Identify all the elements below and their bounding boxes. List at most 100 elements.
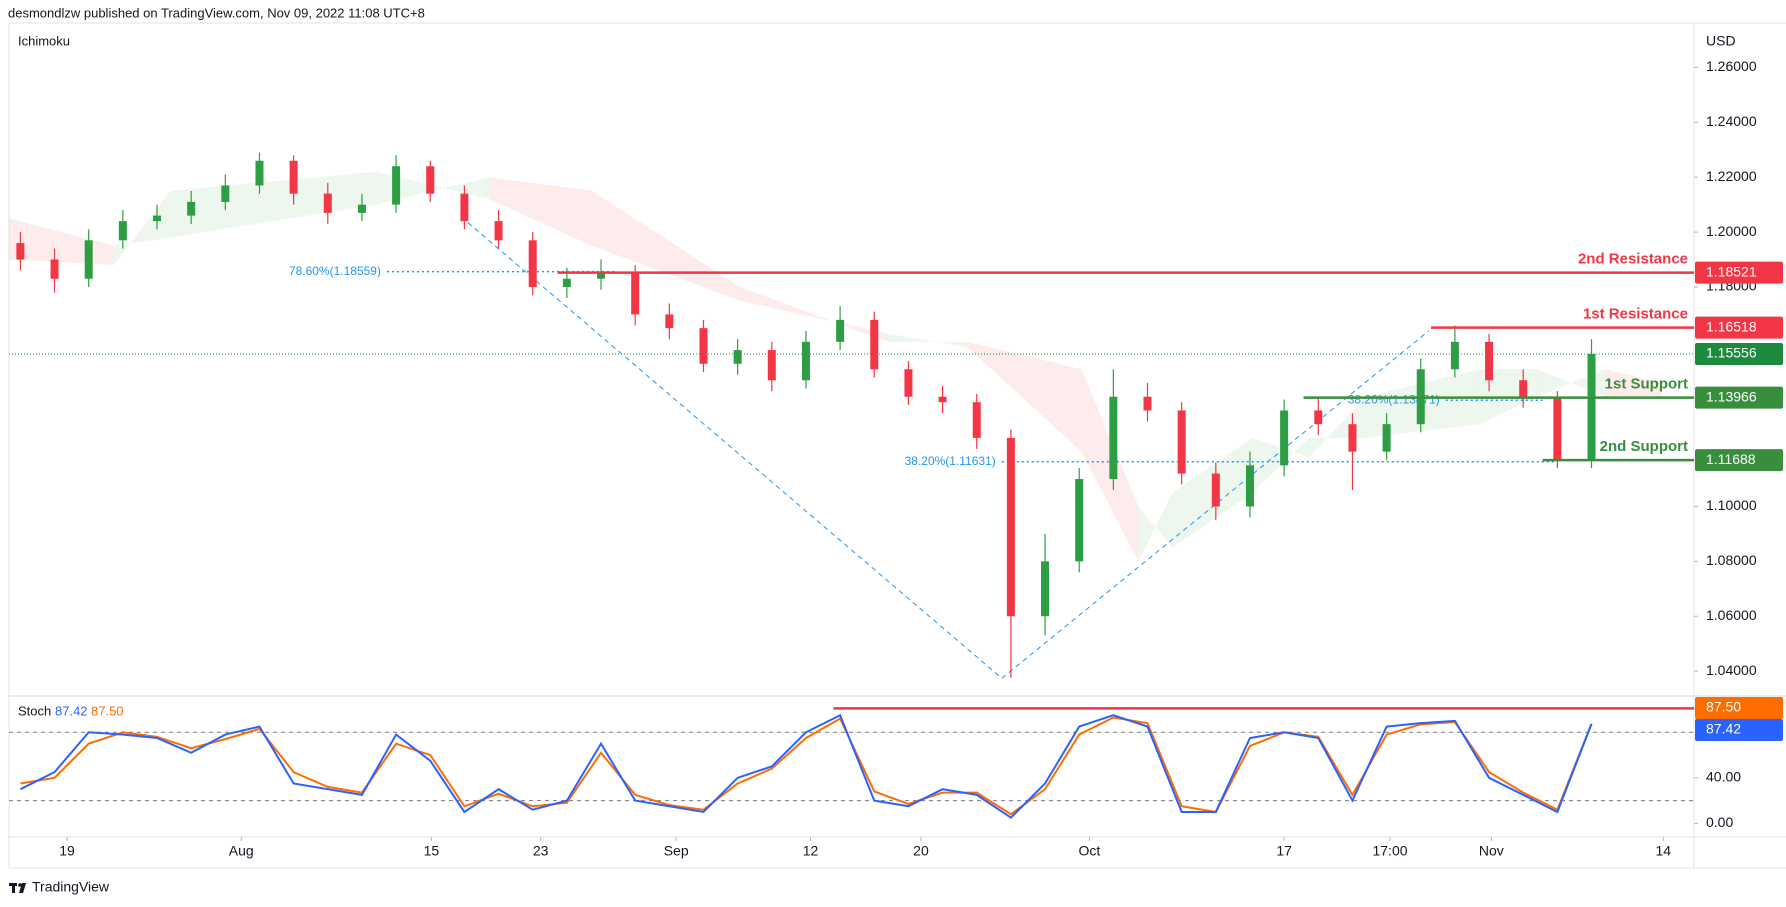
candle-body: [1041, 561, 1050, 617]
candle-body: [528, 240, 537, 287]
stoch-d-value: 87.50: [91, 703, 124, 718]
level-name: 1st Support: [1605, 376, 1688, 393]
candle-body: [801, 341, 810, 381]
candle-body: [904, 369, 913, 397]
y-tick-label: 1.22000: [1706, 168, 1757, 184]
y-tick-label: 1.20000: [1706, 223, 1757, 239]
candle-body: [323, 193, 332, 213]
candle-body: [221, 185, 230, 202]
indicator-title: Ichimoku: [18, 33, 70, 48]
stoch-d-text: 87.50: [1706, 699, 1741, 715]
cloud-segment: [967, 341, 1082, 452]
stoch-k-text: 87.42: [1706, 721, 1741, 737]
candle-body: [1143, 396, 1152, 411]
candle-body: [16, 243, 25, 260]
y-tick-label: 40.00: [1706, 769, 1741, 785]
level-price-box: [1695, 261, 1783, 284]
x-tick-label: 12: [803, 843, 819, 859]
candle-body: [1211, 473, 1220, 507]
candle-body: [426, 166, 435, 194]
level-name: 2nd Support: [1600, 438, 1688, 455]
cloud-segment: [1138, 492, 1173, 562]
x-tick-label: 19: [59, 843, 75, 859]
candle-body: [1177, 410, 1186, 474]
candle-body: [1109, 396, 1118, 480]
candle-body: [84, 240, 93, 279]
cloud-segment: [887, 333, 968, 348]
last-price-text: 1.15556: [1706, 345, 1757, 361]
candle-body: [187, 201, 196, 216]
x-tick-label: Nov: [1479, 843, 1504, 859]
y-tick-label: 1.26000: [1706, 58, 1757, 74]
y-tick-label: 1.06000: [1706, 607, 1757, 623]
cloud-segment: [489, 177, 592, 246]
footer-brand: TradingView: [32, 879, 110, 895]
level-price-text: 1.13966: [1706, 388, 1757, 404]
candle-body: [836, 319, 845, 342]
x-tick-label: 17:00: [1372, 843, 1407, 859]
candle-body: [767, 350, 776, 381]
candle-body: [972, 402, 981, 438]
fib-label: 38.20%(1.11631): [905, 454, 996, 468]
candle-body: [699, 328, 708, 364]
candle-body: [118, 221, 127, 241]
level-price-box: [1695, 449, 1783, 472]
candle-body: [153, 215, 162, 222]
cloud-segment: [1309, 396, 1367, 458]
y-tick-label: 0.00: [1706, 814, 1733, 830]
candle-body: [1519, 380, 1528, 397]
candle-body: [562, 278, 571, 287]
level-price-text: 1.18521: [1706, 263, 1757, 279]
level-price-text: 1.16518: [1706, 318, 1757, 334]
candle-body: [1348, 424, 1357, 452]
level-price-text: 1.11688: [1706, 451, 1756, 467]
candle-body: [597, 273, 606, 279]
level-price-box: [1695, 316, 1783, 339]
stoch-title: Stoch: [18, 703, 51, 718]
candle-body: [631, 273, 640, 315]
candle-body: [665, 314, 674, 329]
level-name: 1st Resistance: [1583, 306, 1688, 323]
logo-part: [12, 883, 15, 893]
candle-body: [1450, 341, 1459, 370]
x-tick-label: 14: [1655, 843, 1671, 859]
y-tick-label: 1.08000: [1706, 552, 1757, 568]
candle-body: [1075, 479, 1084, 562]
candle-body: [1553, 396, 1562, 460]
candle-body: [1314, 410, 1323, 425]
level-price-box: [1695, 386, 1783, 409]
stoch-k-value: 87.42: [55, 703, 88, 718]
candle-body: [733, 350, 742, 364]
stoch-d-box: [1695, 697, 1783, 719]
x-tick-label: 15: [424, 843, 440, 859]
candle-body: [50, 259, 59, 279]
footer-logo: [9, 883, 26, 893]
stoch-k-box: [1695, 719, 1783, 741]
x-tick-label: 23: [533, 843, 549, 859]
fib-label: 38.20%(1.13871): [1348, 392, 1440, 406]
candle-body: [870, 319, 879, 370]
candle-body: [1006, 437, 1015, 617]
candle-body: [1485, 341, 1494, 381]
candle-body: [289, 160, 298, 194]
cloud-segment: [1536, 369, 1606, 397]
zigzag-line: [460, 216, 1430, 679]
x-tick-label: Aug: [229, 843, 254, 859]
candle-body: [1245, 465, 1254, 507]
cloud-segment: [1605, 369, 1663, 397]
y-tick-label: 1.10000: [1706, 497, 1757, 513]
x-tick-label: 20: [913, 843, 929, 859]
x-tick-label: 17: [1276, 843, 1292, 859]
header: desmondlzw published on TradingView.com,…: [8, 5, 425, 20]
y-tick-label: 1.24000: [1706, 113, 1757, 129]
candle-body: [255, 160, 264, 186]
candle-body: [357, 204, 366, 213]
stoch-line: [19, 713, 1593, 819]
candle-body: [392, 166, 401, 205]
last-price-box: [1695, 343, 1783, 366]
stoch-line: [20, 716, 1593, 816]
candle-body: [460, 193, 469, 222]
logo-part: [19, 883, 26, 893]
